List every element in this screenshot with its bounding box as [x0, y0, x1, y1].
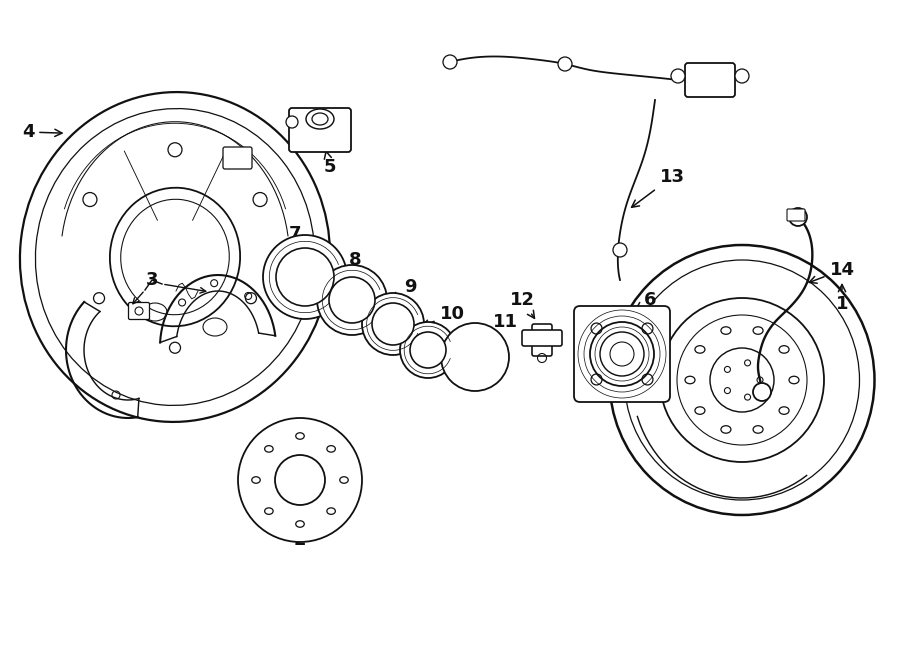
Circle shape [275, 455, 325, 505]
Circle shape [600, 332, 644, 376]
FancyBboxPatch shape [289, 108, 351, 152]
Circle shape [286, 116, 298, 128]
Circle shape [660, 298, 824, 462]
Circle shape [441, 323, 509, 391]
Text: 12: 12 [509, 291, 535, 318]
Circle shape [590, 322, 654, 386]
Circle shape [443, 55, 457, 69]
Circle shape [613, 243, 627, 257]
Circle shape [735, 69, 749, 83]
Circle shape [372, 303, 414, 345]
Ellipse shape [20, 92, 330, 422]
FancyBboxPatch shape [223, 147, 252, 169]
Circle shape [677, 315, 807, 445]
Text: 8: 8 [348, 251, 361, 275]
Ellipse shape [306, 109, 334, 129]
Ellipse shape [625, 260, 859, 500]
Circle shape [671, 69, 685, 83]
Circle shape [238, 418, 362, 542]
FancyBboxPatch shape [787, 209, 805, 221]
Text: 1: 1 [836, 285, 848, 313]
Circle shape [400, 322, 456, 378]
Circle shape [710, 348, 774, 412]
Text: 4: 4 [22, 123, 62, 141]
Text: 10: 10 [422, 305, 464, 327]
Text: 11: 11 [464, 313, 518, 337]
Circle shape [362, 293, 424, 355]
Text: 14: 14 [809, 261, 854, 283]
Text: 6: 6 [635, 291, 656, 310]
FancyBboxPatch shape [685, 63, 735, 97]
Text: 2: 2 [293, 506, 312, 549]
Text: 7: 7 [289, 225, 307, 248]
Text: 3: 3 [146, 271, 158, 289]
Circle shape [789, 208, 807, 226]
FancyBboxPatch shape [532, 324, 552, 356]
Circle shape [410, 332, 446, 368]
Ellipse shape [609, 245, 875, 515]
Circle shape [263, 235, 347, 319]
FancyBboxPatch shape [129, 303, 149, 320]
Circle shape [558, 57, 572, 71]
FancyBboxPatch shape [522, 330, 562, 346]
Circle shape [329, 277, 375, 323]
FancyBboxPatch shape [574, 306, 670, 402]
Circle shape [317, 265, 387, 335]
Text: 13: 13 [632, 168, 685, 207]
Text: 5: 5 [324, 152, 337, 176]
Circle shape [753, 383, 771, 401]
Ellipse shape [35, 109, 315, 405]
Text: 9: 9 [392, 278, 416, 299]
Ellipse shape [110, 188, 240, 326]
Circle shape [276, 248, 334, 306]
